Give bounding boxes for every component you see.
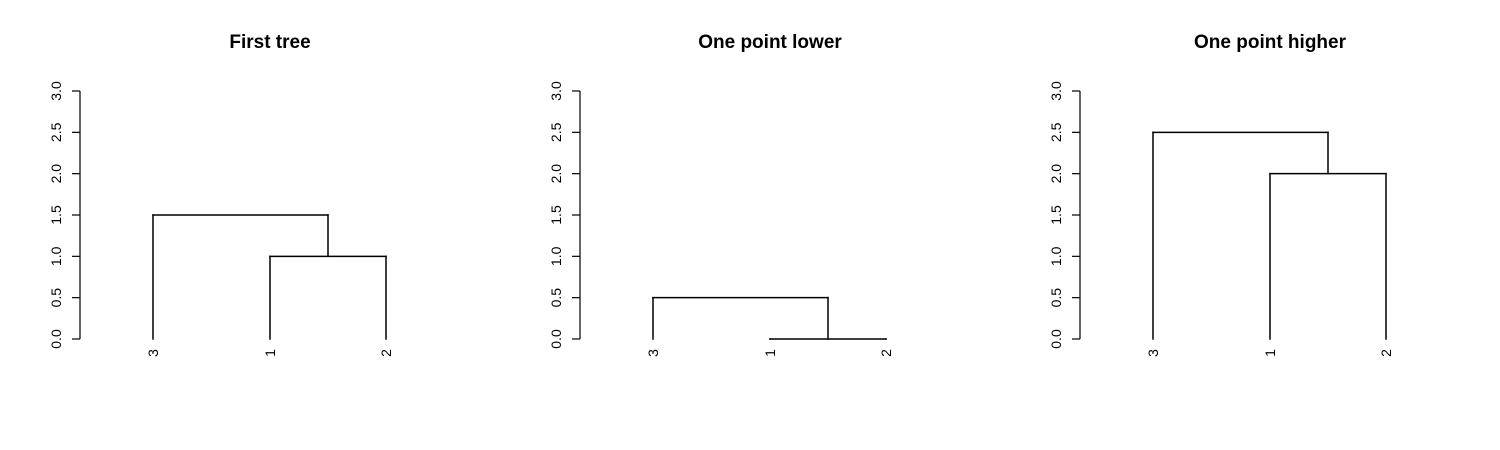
panel-first-tree: First tree 0.0 0.5 1.0 1.5 2.0 2.5 3.0 3 1 2	[48, 32, 394, 357]
y-tick-label: 2.0	[1048, 164, 1064, 184]
leaf-label: 3	[645, 349, 661, 357]
y-tick-label: 3.0	[48, 81, 64, 101]
y-tick-label: 0.5	[548, 288, 564, 308]
y-tick-label: 1.5	[548, 205, 564, 225]
leaf-label: 1	[762, 349, 778, 357]
y-tick-label: 0.5	[1048, 288, 1064, 308]
chart-title: First tree	[229, 32, 310, 53]
leaf-label: 1	[1262, 349, 1278, 357]
leaf-label: 1	[262, 349, 278, 357]
y-tick-label: 2.0	[548, 164, 564, 184]
y-tick-label: 1.5	[48, 205, 64, 225]
y-tick-label: 0.5	[48, 288, 64, 308]
y-tick-label: 1.5	[1048, 205, 1064, 225]
leaf-label: 2	[878, 349, 894, 357]
panel-one-point-higher: One point higher 0.0 0.5 1.0 1.5 2.0 2.5 3.0 3 1…	[1048, 32, 1394, 357]
y-tick-label: 2.5	[48, 122, 64, 142]
leaf-label: 2	[1378, 349, 1394, 357]
y-tick-label: 1.0	[548, 246, 564, 266]
y-tick-label: 3.0	[548, 81, 564, 101]
leaf-label: 3	[1145, 349, 1161, 357]
y-tick-label: 2.0	[48, 164, 64, 184]
y-tick-label: 0.0	[548, 329, 564, 349]
chart-title: One point higher	[1194, 32, 1347, 53]
y-tick-label: 2.5	[548, 122, 564, 142]
y-tick-label: 0.0	[1048, 329, 1064, 349]
panel-one-point-lower: One point lower 0.0 0.5 1.0 1.5 2.0 2.5 3.0 3 1 2	[548, 32, 894, 357]
leaf-label: 3	[145, 349, 161, 357]
y-tick-label: 1.0	[1048, 246, 1064, 266]
y-tick-label: 0.0	[48, 329, 64, 349]
leaf-label: 2	[378, 349, 394, 357]
y-tick-label: 3.0	[1048, 81, 1064, 101]
y-tick-label: 2.5	[1048, 122, 1064, 142]
y-tick-label: 1.0	[48, 246, 64, 266]
chart-title: One point lower	[698, 32, 842, 53]
